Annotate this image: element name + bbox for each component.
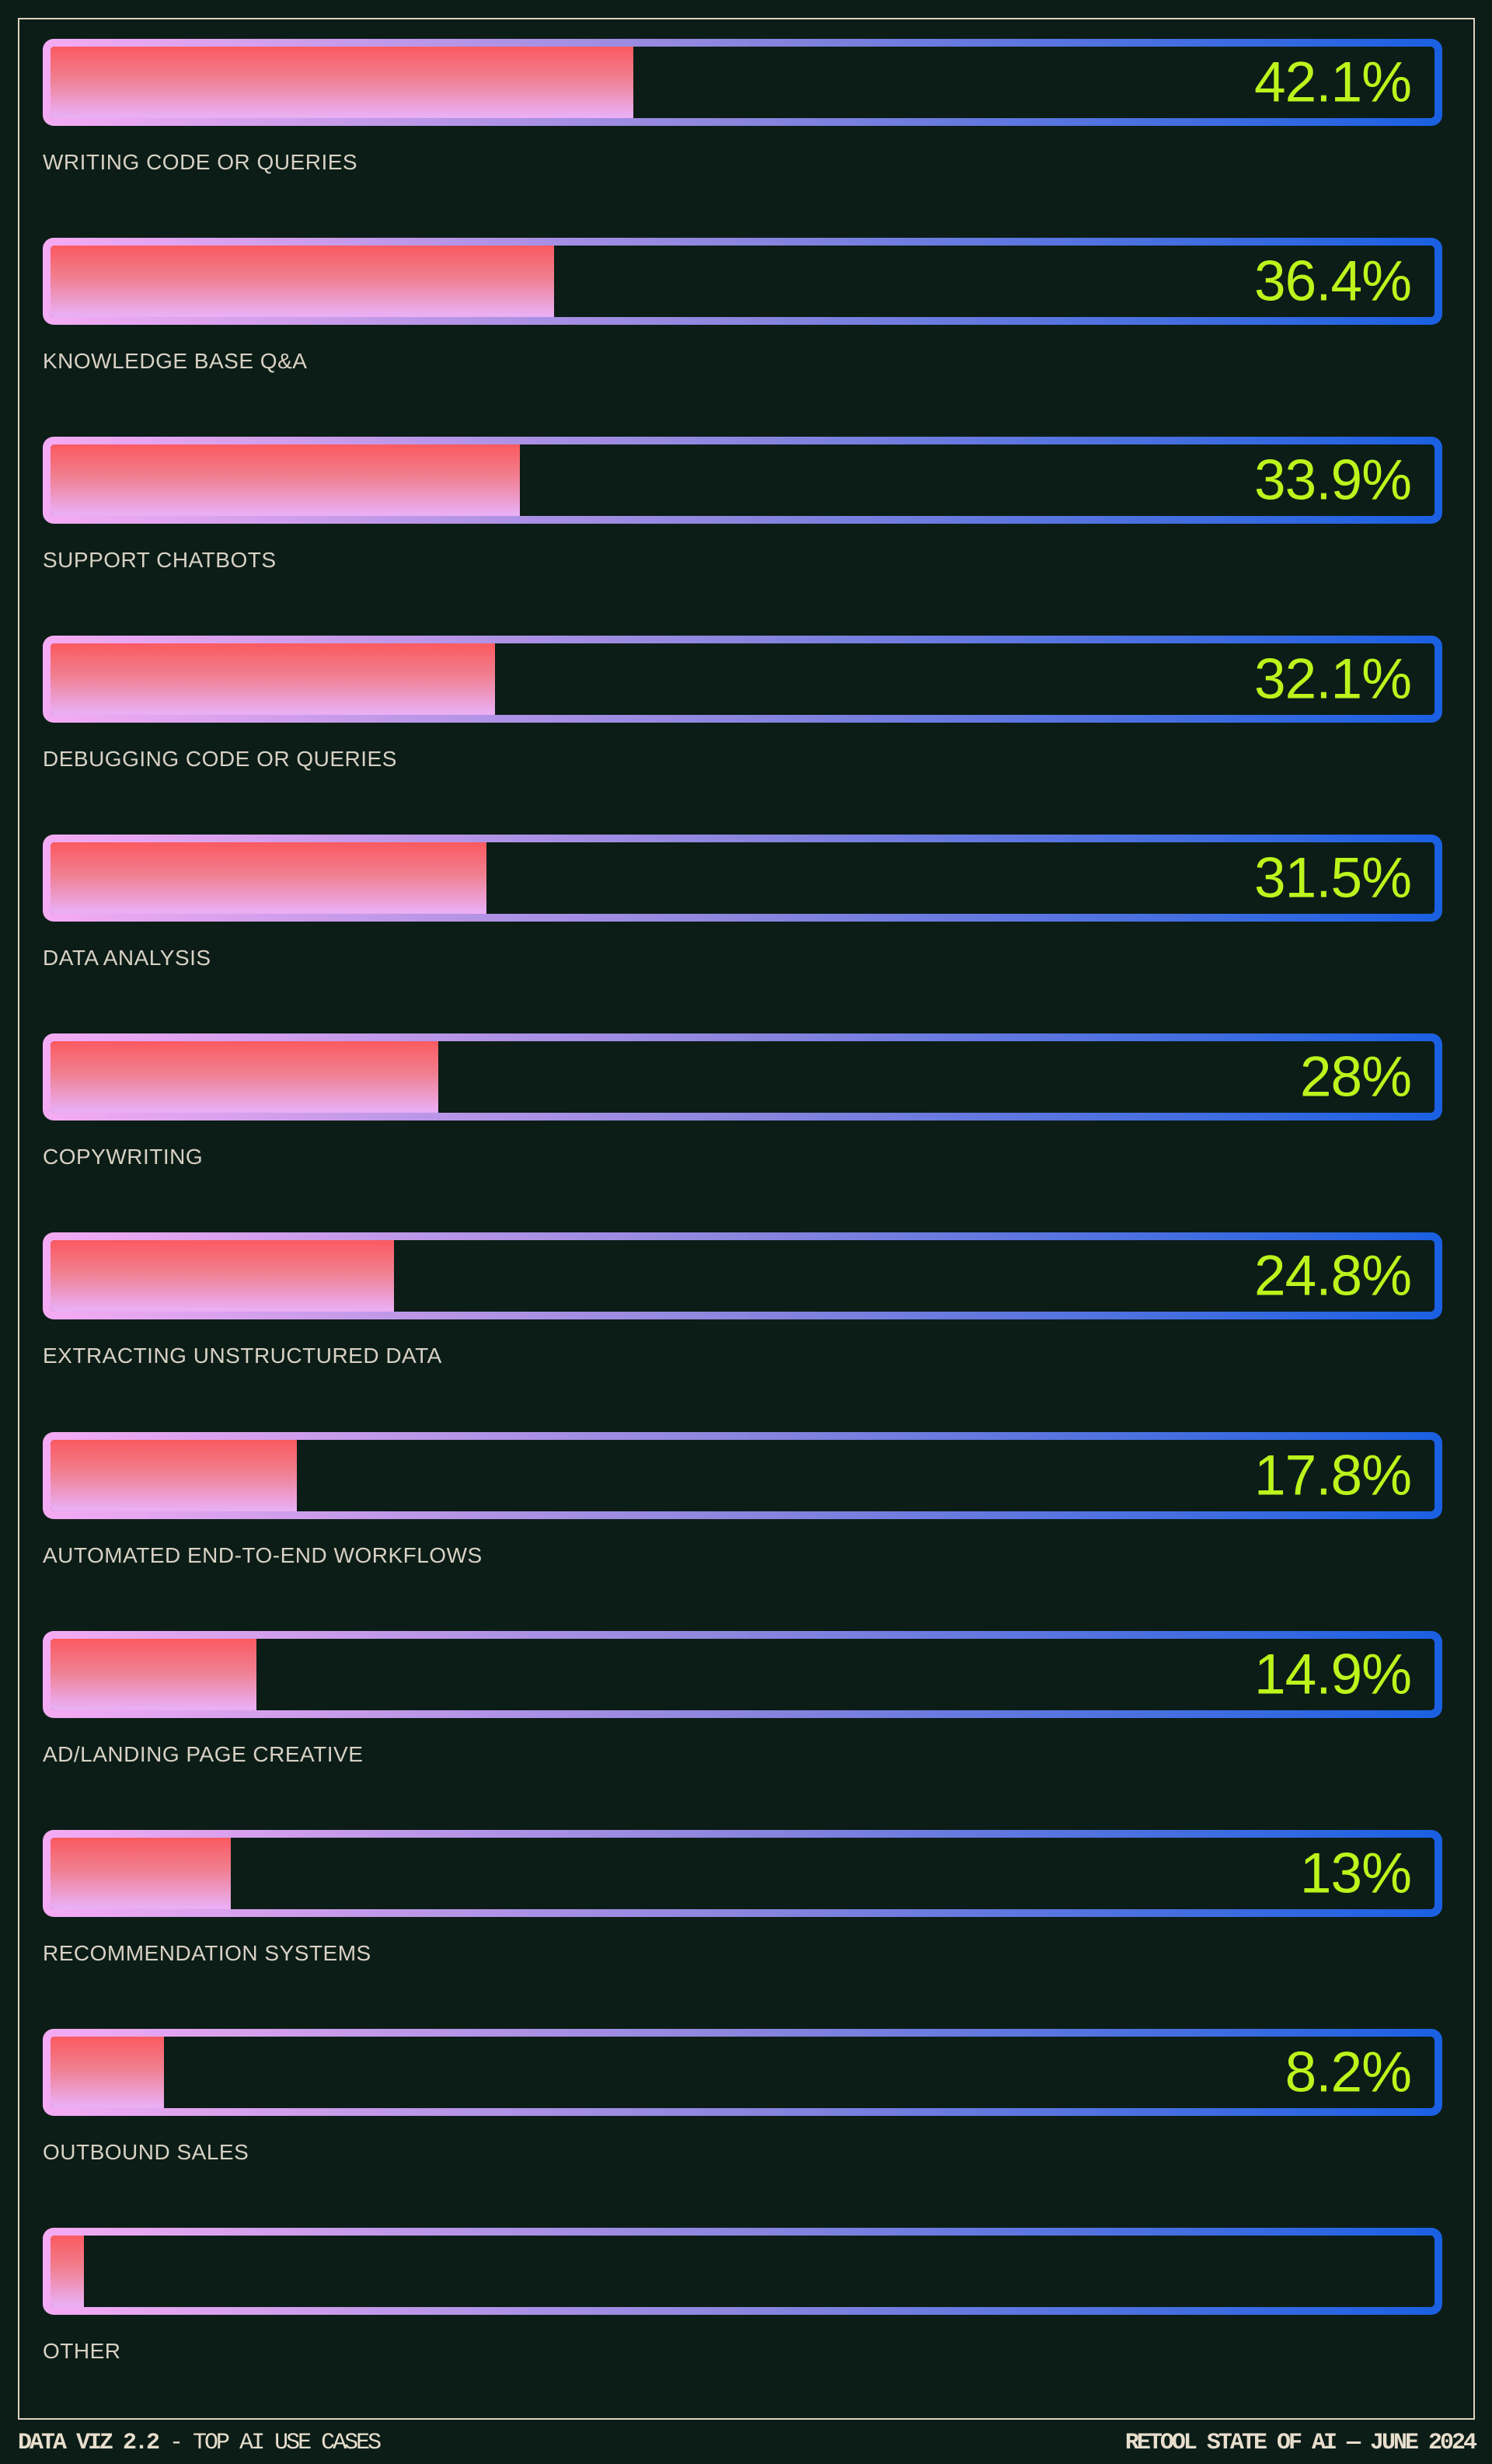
bar-category-label: AUTOMATED END-TO-END WORKFLOWS (43, 1542, 483, 1567)
bar-value-label: 14.9% (1254, 1643, 1412, 1706)
bar-row: 32.1% DEBUGGING CODE OR QUERIES (43, 636, 1442, 774)
bar-row: 24.8% EXTRACTING UNSTRUCTURED DATA (43, 1232, 1442, 1371)
bar-category-label: WRITING CODE OR QUERIES (43, 150, 358, 174)
bar-value-label: 33.9% (1254, 448, 1412, 512)
bar-fill (51, 47, 633, 118)
bar-value-label: 8.2% (1285, 2041, 1412, 2104)
bar-value-label: 31.5% (1254, 846, 1412, 910)
bar-track-inner: 17.8% (51, 1439, 1434, 1511)
bar-row: 14.9% AD/LANDING PAGE CREATIVE (43, 1630, 1442, 1769)
bar-row: OTHER (43, 2227, 1442, 2366)
bar-fill (51, 643, 495, 716)
bar-row: 17.8% AUTOMATED END-TO-END WORKFLOWS (43, 1431, 1442, 1570)
bar-fill (51, 1638, 257, 1710)
bar-track: 28% (43, 1033, 1442, 1121)
bar-track: 32.1% (43, 636, 1442, 723)
bar-track-inner: 36.4% (51, 246, 1434, 318)
footer-caption-rest: - TOP AI USE CASES (158, 2430, 382, 2456)
bar-track: 42.1% (43, 39, 1442, 126)
bar-fill (51, 2036, 165, 2108)
bar-fill (51, 1041, 438, 1114)
bar-category-label: DATA ANALYSIS (43, 946, 211, 971)
bar-fill (51, 444, 520, 517)
bar-track-inner: 8.2% (51, 2036, 1434, 2108)
bar-category-label: COPYWRITING (43, 1145, 204, 1169)
bar-fill (51, 1240, 394, 1312)
bar-fill (51, 1439, 298, 1511)
bar-value-label: 13% (1299, 1842, 1412, 1905)
bar-category-label: RECOMMENDATION SYSTEMS (43, 1940, 371, 1965)
bar-fill (51, 2235, 84, 2307)
bar-track-inner: 13% (51, 1837, 1434, 1909)
bar-track-inner: 31.5% (51, 842, 1434, 915)
footer-caption-strong: DATA VIZ 2.2 (18, 2430, 160, 2456)
bar-track-inner (51, 2235, 1434, 2307)
bar-row: 36.4% KNOWLEDGE BASE Q&A (43, 238, 1442, 376)
bar-track: 17.8% (43, 1431, 1442, 1519)
bar-row: 31.5% DATA ANALYSIS (43, 835, 1442, 973)
bar-track-inner: 42.1% (51, 47, 1434, 118)
bar-category-label: KNOWLEDGE BASE Q&A (43, 349, 308, 374)
bar-track-inner: 33.9% (51, 444, 1434, 517)
bar-track-inner: 14.9% (51, 1638, 1434, 1710)
bar-row: 8.2% OUTBOUND SALES (43, 2028, 1442, 2167)
bar-fill (51, 1837, 231, 1909)
bar-fill (51, 842, 486, 915)
bar-row: 42.1% WRITING CODE OR QUERIES (43, 39, 1442, 177)
bar-track-inner: 24.8% (51, 1240, 1434, 1312)
bar-value-label: 17.8% (1254, 1444, 1412, 1507)
bar-track: 31.5% (43, 835, 1442, 922)
bar-category-label: OTHER (43, 2338, 121, 2363)
bar-track (43, 2227, 1442, 2315)
bar-value-label: 32.1% (1254, 647, 1412, 711)
bar-category-label: SUPPORT CHATBOTS (43, 548, 277, 573)
bar-track: 14.9% (43, 1630, 1442, 1718)
bar-track: 33.9% (43, 437, 1442, 525)
bar-track: 24.8% (43, 1232, 1442, 1320)
bar-category-label: DEBUGGING CODE OR QUERIES (43, 747, 397, 772)
bar-track: 8.2% (43, 2028, 1442, 2116)
bar-category-label: OUTBOUND SALES (43, 2139, 249, 2164)
bar-track-inner: 28% (51, 1041, 1434, 1114)
bar-track: 36.4% (43, 238, 1442, 326)
footer-source: RETOOL STATE OF AI — JUNE 2024 (1124, 2430, 1477, 2456)
bar-track-inner: 32.1% (51, 643, 1434, 716)
bar-row: 13% RECOMMENDATION SYSTEMS (43, 1829, 1442, 1968)
bar-value-label: 36.4% (1254, 249, 1412, 313)
bar-value-label: 24.8% (1254, 1244, 1412, 1308)
bar-track: 13% (43, 1829, 1442, 1917)
bar-chart: 42.1% WRITING CODE OR QUERIES 36.4% KNOWLED… (43, 39, 1442, 2366)
bar-row: 33.9% SUPPORT CHATBOTS (43, 437, 1442, 575)
bar-value-label: 42.1% (1254, 51, 1412, 114)
bar-value-label: 28% (1299, 1045, 1412, 1109)
bar-row: 28% COPYWRITING (43, 1033, 1442, 1172)
footer-caption: DATA VIZ 2.2 - TOP AI USE CASES (18, 2430, 382, 2456)
bar-fill (51, 246, 555, 318)
bar-category-label: EXTRACTING UNSTRUCTURED DATA (43, 1344, 442, 1368)
bar-category-label: AD/LANDING PAGE CREATIVE (43, 1741, 364, 1766)
